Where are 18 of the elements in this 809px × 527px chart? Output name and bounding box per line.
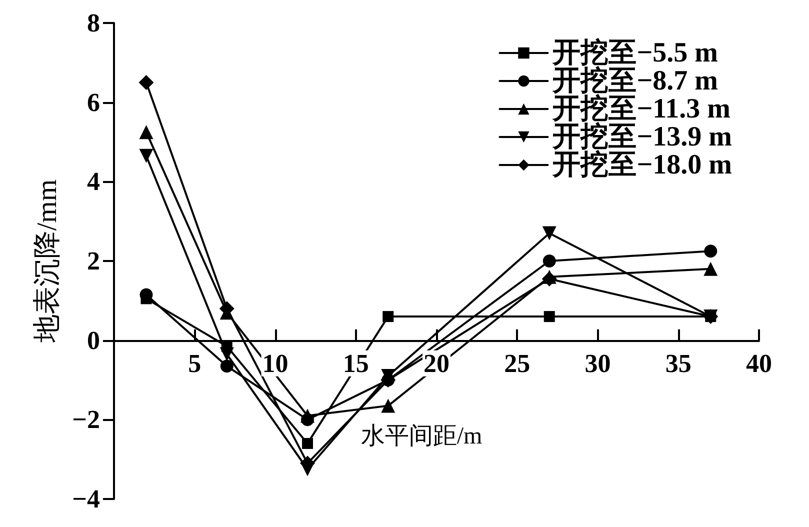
x-tick-label: 35 [665,348,692,378]
x-tick-label: 30 [584,348,611,378]
x-tick-label: 20 [424,348,450,378]
x-tick-label: 25 [504,348,530,378]
y-tick-label: 8 [87,8,100,38]
x-tick-label: 40 [746,348,772,378]
y-axis-title: 地表沉降/mm [32,179,63,344]
y-tick-label: 0 [87,326,100,355]
y-tick-label: 2 [87,246,100,276]
x-tick-label: 10 [262,348,288,378]
x-tick-label: 5 [188,348,202,378]
legend-label: 开挖至−18.0 m [552,150,732,180]
y-tick-label: −4 [72,484,100,514]
x-axis-title: 水平间距/m [360,423,482,450]
x-tick-label: 15 [342,348,369,378]
y-tick-label: 6 [87,88,100,117]
y-tick-label: −2 [72,405,100,434]
y-tick-label: 4 [87,167,100,196]
